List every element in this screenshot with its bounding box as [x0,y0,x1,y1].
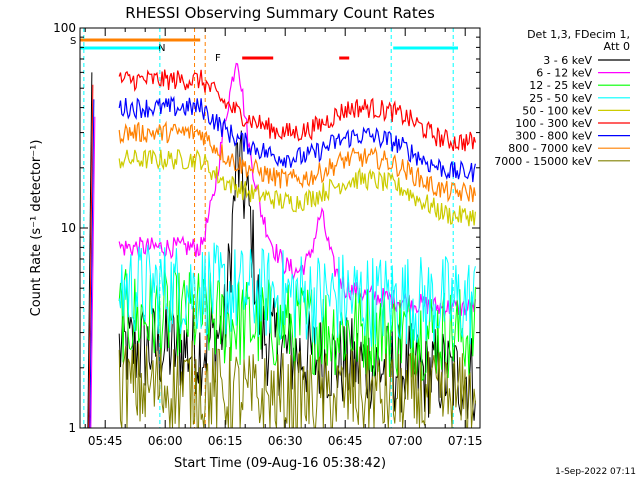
series-line-4 [118,149,476,227]
legend-entry-label: 800 - 7000 keV [508,142,592,155]
x-tick-label: 06:00 [148,434,183,448]
pre-gap-spike [90,116,96,429]
night-flag-label: N [158,43,165,54]
saa-flag-label: S [70,36,76,47]
legend-header: Att 0 [604,40,630,53]
x-tick-label: 06:15 [208,434,243,448]
legend-entry-label: 100 - 300 keV [515,117,592,130]
y-tick-label: 1 [68,421,76,435]
series-line-3 [118,242,476,348]
y-axis-label: Count Rate (s⁻¹ detector⁻¹) [29,140,44,317]
pre-gap-spike [87,72,93,429]
series-line-6 [118,95,476,183]
x-tick-label: 06:30 [268,434,303,448]
plot-area: S N F 1 10 100 05:45 06:00 06:15 06:30 06:45 07:00 0… [53,21,482,448]
legend-entry-label: 25 - 50 keV [529,92,592,105]
legend-entry-label: 50 - 100 keV [522,104,592,117]
y-tick-label: 10 [61,221,76,235]
series-line-1 [118,62,476,318]
series-line-7 [118,120,476,203]
legend-entry-label: 7000 - 15000 keV [494,155,592,168]
x-axis-label: Start Time (09-Aug-16 05:38:42) [174,456,386,471]
legend-entry-label: 300 - 800 keV [515,130,592,143]
legend-entry-label: 12 - 25 keV [529,79,592,92]
y-tick-label: 100 [53,21,76,35]
legend-header: Det 1,3, FDecim 1, [527,28,630,41]
x-tick-label: 07:00 [388,434,423,448]
pre-gap-spike [89,99,95,429]
chart-title: RHESSI Observing Summary Count Rates [125,4,435,22]
flare-flag-label: F [215,53,221,64]
x-tick-label: 05:45 [88,434,123,448]
x-tick-label: 06:45 [328,434,363,448]
pre-gap-spike [88,84,94,429]
x-tick-label: 07:15 [448,434,483,448]
legend-entry-label: 6 - 12 keV [536,67,592,80]
series-line-5 [118,69,476,152]
legend-entry-label: 3 - 6 keV [543,54,592,67]
footer-date: 1-Sep-2022 07:11 [555,467,636,477]
